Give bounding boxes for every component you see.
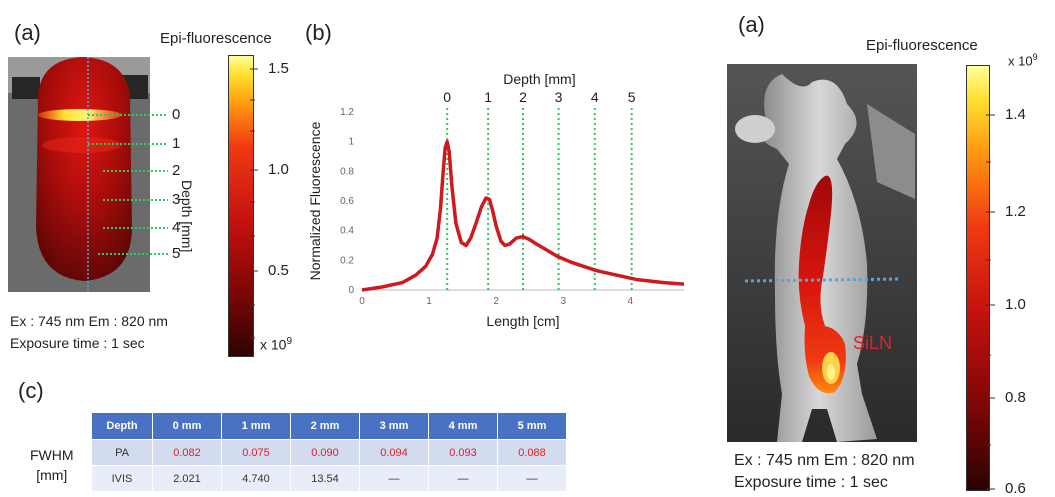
mouse-paw-left [735,115,775,143]
x-tick-label: 4 [628,296,634,307]
right-colorbar-tick-0.8: 0.8 [1005,389,1026,406]
phantom-signal [36,57,132,281]
fwhm-row-label: FWHM [mm] [30,445,74,485]
cross-section-line [744,277,900,283]
top-depth-tick-label: 4 [591,89,599,105]
mouse-fluorescence-image [727,64,917,442]
y-tick-label: 0.6 [340,196,354,207]
table-cell: — [497,465,567,491]
top-depth-tick-label: 2 [519,89,527,105]
depth-mark-3: 3 [172,191,181,208]
table-header: 1 mm [221,413,291,440]
table-cell: 0.075 [221,439,291,466]
panel-c-label: (c) [18,378,44,403]
table-header: 4 mm [428,413,498,440]
table-header: 5 mm [497,413,567,440]
left-colorbar-tick-1.0: 1.0 [268,161,289,178]
fluorescence-line-chart: 0 0.2 0.4 0.6 0.8 1 1.2 0 1 2 3 4 0 1 2 3 4 5 Depth [mm] Le… [307,71,685,329]
right-colorbar-unit: x 109 [1008,52,1038,69]
siln-annotation: SiLN [853,333,893,353]
fwhm-table: Depth 0 mm 1 mm 2 mm 3 mm 4 mm 5 mm PA 0… [92,413,567,491]
left-colorbar [228,55,254,357]
table-cell: 2.021 [152,465,222,491]
y-tick-label: 1.2 [340,107,354,118]
hot-line-0mm [38,109,122,121]
right-panel-a-label: (a) [738,12,765,37]
table-cell: 13.54 [290,465,360,491]
left-caption-excitation: Ex : 745 nm Em : 820 nm [10,313,168,329]
tape-region [867,104,915,199]
depth-guide-lines [88,114,168,255]
right-colorbar-tick-1.4: 1.4 [1005,106,1026,123]
table-header: 0 mm [152,413,222,440]
left-colorbar-title: Epi-fluorescence [160,30,272,47]
left-caption-exposure: Exposure time : 1 sec [10,335,145,351]
y-tick-label: 1 [348,137,354,148]
table-header: 2 mm [290,413,360,440]
depth-mark-0: 0 [172,106,181,123]
left-colorbar-unit: x 109 [260,336,293,353]
depth-axis-label: Depth [mm] [179,180,195,253]
panel-b-label: (b) [305,20,332,45]
table-cell: 0.082 [152,439,222,466]
panel-a-label: (a) [14,20,41,45]
table-cell: — [428,465,498,491]
right-colorbar-tick-1.0: 1.0 [1005,296,1026,313]
x-tick-label: 0 [359,296,365,307]
table-header: 3 mm [359,413,429,440]
x-tick-label: 2 [493,296,499,307]
x-axis-label: Length [cm] [486,313,559,329]
right-colorbar-tick-0.6: 0.6 [1005,480,1026,497]
top-depth-tick-label: 5 [628,89,636,105]
glow-1mm [42,137,122,153]
left-colorbar-ticks [250,68,258,339]
top-depth-tick-label: 3 [555,89,563,105]
right-colorbar-tick-1.2: 1.2 [1005,203,1026,220]
right-colorbar [966,65,990,491]
table-cell: 0.093 [428,439,498,466]
left-colorbar-tick-0.5: 0.5 [268,262,289,279]
y-tick-label: 0.8 [340,166,354,177]
table-header-row: Depth 0 mm 1 mm 2 mm 3 mm 4 mm 5 mm [92,413,567,440]
right-caption-exposure: Exposure time : 1 sec [734,474,888,491]
table-cell-method: IVIS [92,465,153,491]
table-cell: — [359,465,429,491]
table-cell: 0.094 [359,439,429,466]
y-tick-label: 0.2 [340,255,354,266]
right-caption-excitation: Ex : 745 nm Em : 820 nm [734,452,915,469]
table-cell: 0.090 [290,439,360,466]
table-row: PA 0.082 0.075 0.090 0.094 0.093 0.088 [92,439,567,466]
right-colorbar-title: Epi-fluorescence [866,37,978,54]
table-cell-method: PA [92,439,153,466]
table-cell: 4.740 [221,465,291,491]
fluorescence-series-line [361,139,685,292]
y-tick-label: 0.4 [340,226,354,237]
depth-mark-4: 4 [172,219,181,236]
left-colorbar-tick-1.5: 1.5 [268,60,289,77]
depth-mark-5: 5 [172,245,181,262]
phantom-fluorescence-image [8,57,168,292]
top-axis-label: Depth [mm] [503,71,575,87]
right-colorbar-ticks [986,114,995,490]
depth-mark-1: 1 [172,135,181,152]
fwhm-label-line2: [mm] [36,467,68,483]
x-tick-label: 3 [560,296,566,307]
depth-mark-2: 2 [172,162,181,179]
siln-core [827,364,835,380]
table-cell: 0.088 [497,439,567,466]
table-row: IVIS 2.021 4.740 13.54 — — — [92,465,567,491]
table-header: Depth [92,413,153,440]
y-axis-label: Normalized Fluorescence [307,121,323,280]
x-tick-label: 1 [426,296,432,307]
lymph-signal [798,175,846,394]
y-tick-label: 0 [348,285,354,296]
fwhm-label-line1: FWHM [30,447,74,463]
holder-left [12,77,40,99]
top-depth-tick-label: 1 [484,89,492,105]
top-depth-tick-label: 0 [443,89,451,105]
